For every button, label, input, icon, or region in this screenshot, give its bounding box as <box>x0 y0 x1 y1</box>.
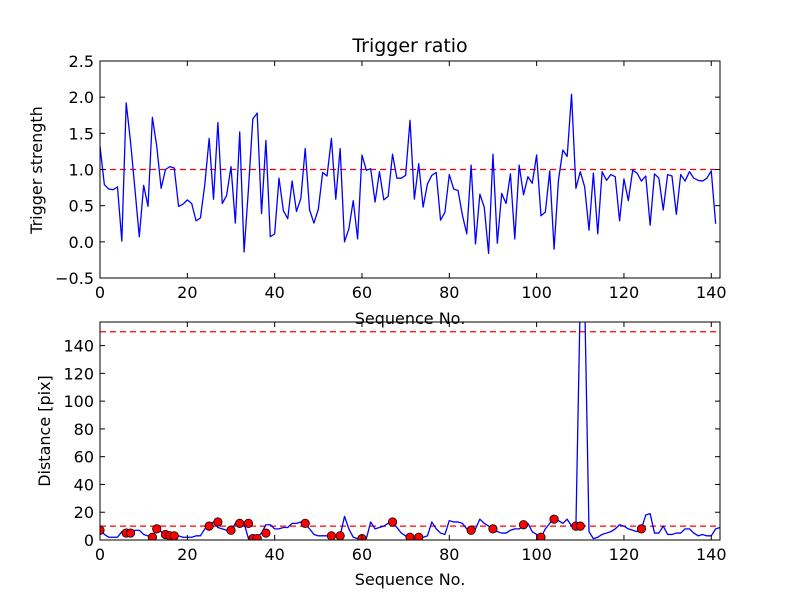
bottom-marker-point-25 <box>518 520 529 530</box>
bottom-marker-point-20 <box>387 517 398 527</box>
top-chart-x-axis-label: Sequence No. <box>355 309 466 328</box>
bottom-marker-point-14 <box>252 534 262 540</box>
top-x-tick-label-1: 20 <box>177 283 197 302</box>
bottom-y-tick-label-4: 80 <box>74 420 94 439</box>
top-chart-title: Trigger ratio <box>351 35 467 57</box>
bottom-marker-point-22 <box>414 532 424 540</box>
bottom-marker-point-7 <box>169 531 179 540</box>
bottom-x-tick-label-2: 40 <box>264 545 284 564</box>
bottom-chart-series-layer <box>100 322 720 540</box>
top-y-tick-label-4: 1.5 <box>69 124 94 143</box>
top-chart-y-axis-label: Trigger strength <box>27 106 46 235</box>
bottom-marker-point-16 <box>300 518 310 528</box>
bottom-marker-point-11 <box>235 518 245 528</box>
top-y-tick-label-0: −0.5 <box>55 269 94 288</box>
top-x-tick-label-0: 0 <box>95 283 105 302</box>
bottom-marker-point-2 <box>125 528 136 538</box>
bottom-marker-point-23 <box>466 525 476 535</box>
bottom-marker-point-4 <box>152 524 162 534</box>
top-x-tick-label-7: 140 <box>696 283 727 302</box>
top-y-tick-label-6: 2.5 <box>69 52 94 71</box>
bottom-x-tick-label-1: 20 <box>177 545 197 564</box>
bottom-chart-plot-area: 0 20 40 60 80 100 120 140 0 20 40 60 80 100 120 140 <box>63 321 727 564</box>
top-x-tick-label-3: 60 <box>352 283 372 302</box>
top-series-line-0 <box>100 93 717 255</box>
bottom-chart-x-axis-label: Sequence No. <box>355 570 466 589</box>
bottom-x-tick-label-4: 80 <box>439 545 459 564</box>
top-y-tick-label-3: 1.0 <box>69 161 94 180</box>
bottom-y-tick-label-7: 140 <box>63 337 94 356</box>
top-y-tick-label-1: 0.0 <box>69 233 94 252</box>
bottom-marker-point-12 <box>243 518 254 528</box>
bottom-marker-point-9 <box>213 517 223 527</box>
bottom-marker-point-10 <box>226 525 236 535</box>
top-y-tick-label-5: 2.0 <box>69 88 94 107</box>
bottom-x-tick-label-5: 100 <box>521 545 552 564</box>
bottom-x-tick-label-7: 140 <box>696 545 727 564</box>
bottom-y-tick-label-2: 40 <box>74 475 94 494</box>
bottom-y-tick-label-5: 100 <box>63 392 94 411</box>
bottom-marker-point-24 <box>488 524 498 534</box>
top-x-tick-label-6: 120 <box>609 283 640 302</box>
bottom-marker-point-8 <box>204 521 214 531</box>
bottom-marker-point-18 <box>335 531 345 540</box>
bottom-marker-point-17 <box>326 531 337 540</box>
bottom-y-tick-label-0: 0 <box>84 531 94 550</box>
bottom-marker-point-29 <box>575 521 585 531</box>
bottom-marker-point-30 <box>636 524 647 534</box>
bottom-y-tick-label-3: 60 <box>74 448 94 467</box>
top-x-tick-label-2: 40 <box>264 283 284 302</box>
bottom-chart-y-axis-label: Distance [pix] <box>35 375 54 487</box>
bottom-y-tick-label-1: 20 <box>74 503 94 522</box>
bottom-marker-point-15 <box>261 528 271 538</box>
top-chart-series-layer <box>100 93 720 255</box>
bottom-marker-point-3 <box>147 532 157 540</box>
top-y-tick-label-2: 0.5 <box>69 197 94 216</box>
bottom-y-tick-label-6: 120 <box>63 364 94 383</box>
top-x-tick-label-4: 80 <box>439 283 459 302</box>
bottom-x-tick-label-6: 120 <box>609 545 640 564</box>
bottom-axes-frame <box>99 321 721 541</box>
top-x-tick-label-5: 100 <box>521 283 552 302</box>
top-chart-plot-area: 0 20 40 60 80 100 120 140 −0.5 0.0 0.5 1.0 1.5 2.0 2.5 <box>55 52 726 302</box>
bottom-x-tick-label-0: 0 <box>95 545 105 564</box>
bottom-x-tick-label-3: 60 <box>352 545 372 564</box>
bottom-marker-point-27 <box>549 514 559 524</box>
